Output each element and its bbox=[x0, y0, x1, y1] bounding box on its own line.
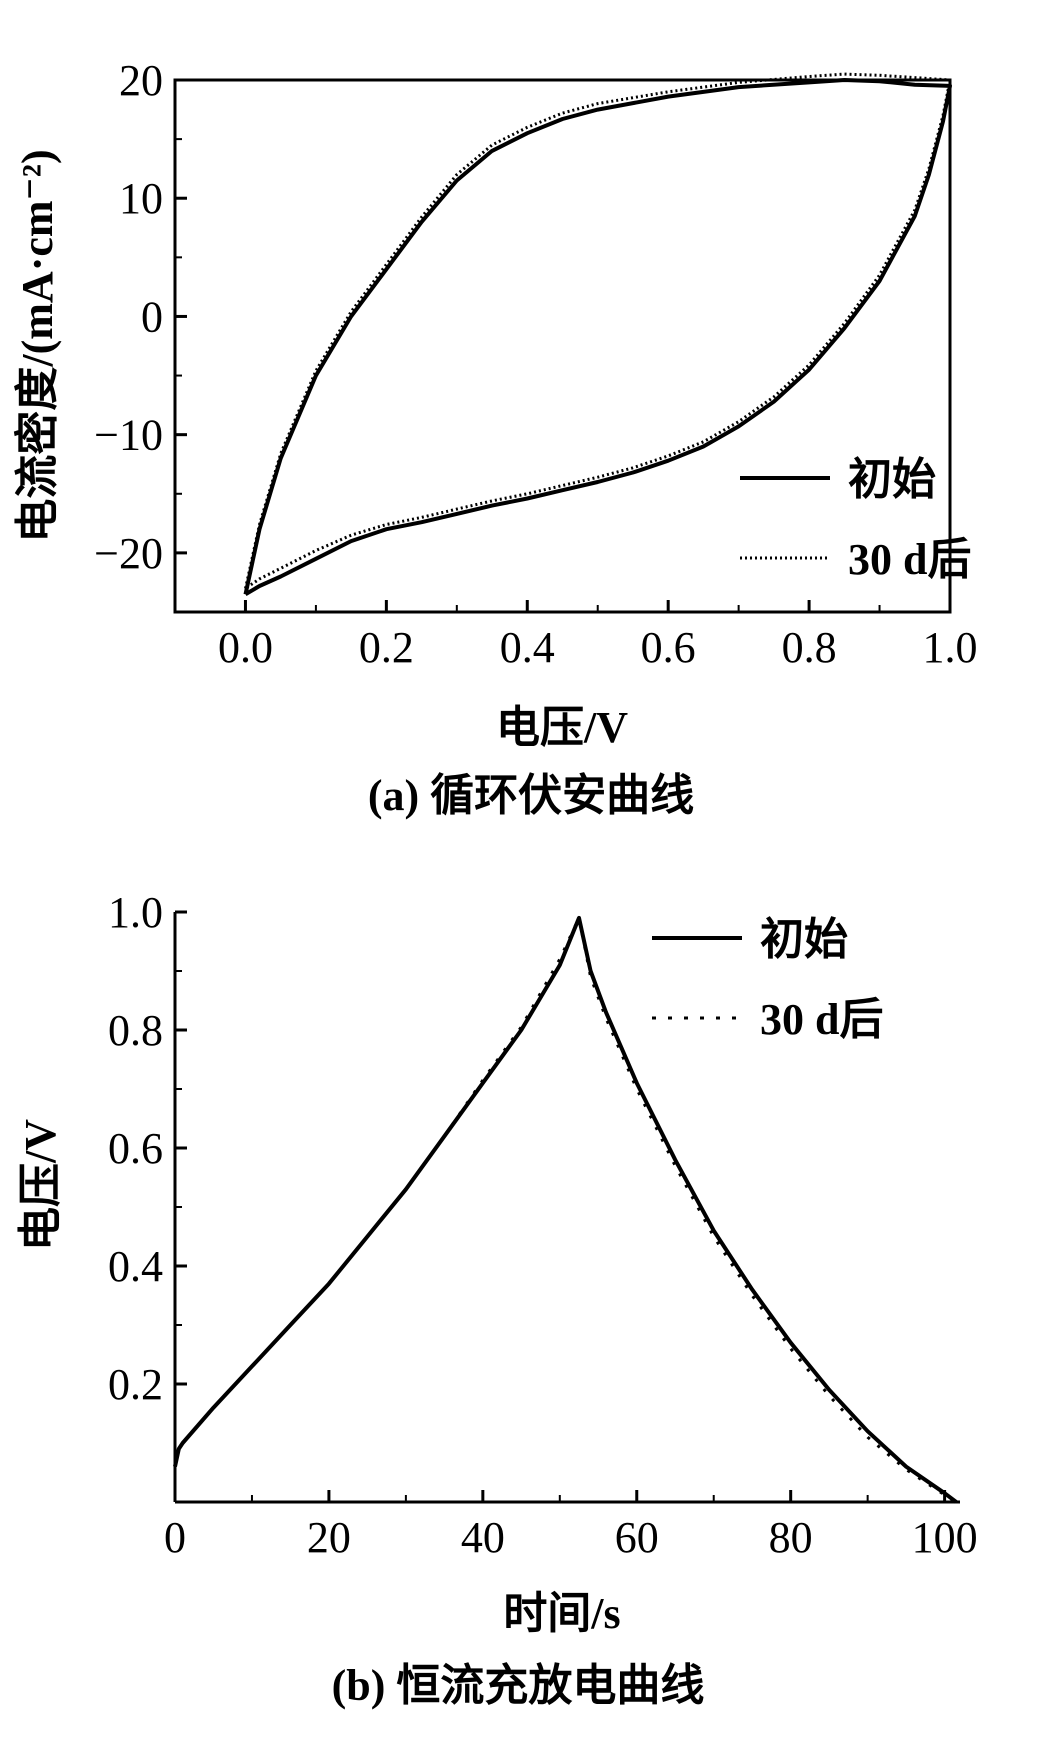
plot-frame-a bbox=[173, 78, 952, 614]
caption-b: (b) 恒流充放电曲线 bbox=[332, 1661, 705, 1710]
y-tick-label: 0.2 bbox=[108, 1360, 163, 1409]
legend-label-b-1: 30 d后 bbox=[760, 995, 883, 1044]
legend-a: 初始 30 d后 bbox=[740, 455, 971, 584]
series-group-b bbox=[173, 915, 958, 1504]
x-tick-label: 40 bbox=[461, 1513, 505, 1562]
legend-label-b-0: 初始 bbox=[760, 915, 848, 964]
caption-a: (a) 循环伏安曲线 bbox=[368, 771, 694, 820]
x-axis-title-b: 时间/s bbox=[503, 1589, 620, 1638]
chart-b-galvanostatic-charge-discharge: 0 20 40 60 80 100 0.2 0.4 0.6 0.8 1.0 时间/s 电压/V (b… bbox=[16, 888, 978, 1710]
y-tick-label: −20 bbox=[94, 529, 163, 578]
y-tick-label: 1.0 bbox=[108, 888, 163, 937]
x-tick-label: 0.6 bbox=[641, 623, 696, 672]
y-tick-label: −10 bbox=[94, 411, 163, 460]
chart-a-cyclic-voltammetry: 0.0 0.2 0.4 0.6 0.8 1.0 −20 −10 0 10 20 电压/V 电流密度/… bbox=[13, 56, 978, 820]
y-tick-label: 10 bbox=[119, 174, 163, 223]
legend-label-a-0: 初始 bbox=[848, 455, 936, 504]
x-tick-label: 100 bbox=[912, 1513, 978, 1562]
y-tick-label: 20 bbox=[119, 56, 163, 105]
x-tick-label: 0.0 bbox=[218, 623, 273, 672]
legend-label-a-1: 30 d后 bbox=[848, 535, 971, 584]
legend-b: 初始 30 d后 bbox=[652, 915, 883, 1044]
tick-group-a: 0.0 0.2 0.4 0.6 0.8 1.0 −20 −10 0 10 20 bbox=[94, 56, 977, 672]
x-tick-label: 20 bbox=[307, 1513, 351, 1562]
x-axis-title-a: 电压/V bbox=[496, 703, 628, 752]
series-group-a bbox=[243, 72, 952, 597]
x-tick-label: 1.0 bbox=[923, 623, 978, 672]
tick-group-b: 0 20 40 60 80 100 0.2 0.4 0.6 0.8 1.0 bbox=[108, 888, 978, 1562]
y-tick-label: 0 bbox=[141, 292, 163, 341]
x-tick-label: 0.8 bbox=[782, 623, 837, 672]
x-tick-label: 80 bbox=[769, 1513, 813, 1562]
x-tick-label: 0.2 bbox=[359, 623, 414, 672]
y-axis-title-a: 电流密度/(mA·cm⁻²) bbox=[13, 149, 62, 542]
x-tick-label: 0 bbox=[164, 1513, 186, 1562]
x-tick-label: 0.4 bbox=[500, 623, 555, 672]
series-line-initial bbox=[173, 915, 958, 1504]
series-line-initial bbox=[243, 78, 952, 597]
y-tick-label: 0.8 bbox=[108, 1006, 163, 1055]
y-axis-title-b: 电压/V bbox=[16, 1119, 65, 1251]
y-tick-label: 0.4 bbox=[108, 1242, 163, 1291]
y-tick-label: 0.6 bbox=[108, 1124, 163, 1173]
series-line-after-30d bbox=[173, 916, 957, 1504]
x-tick-label: 60 bbox=[615, 1513, 659, 1562]
